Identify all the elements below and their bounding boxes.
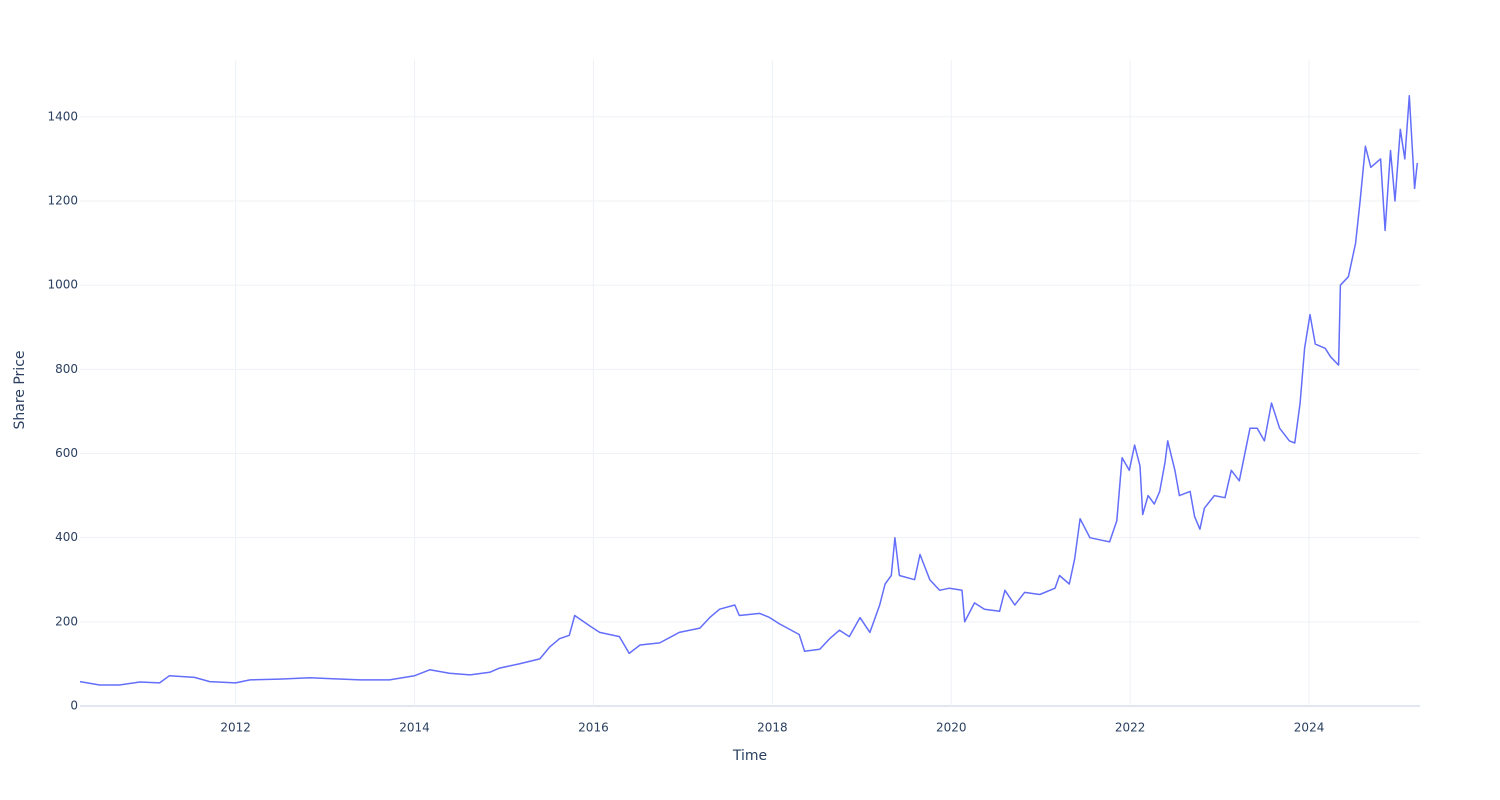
x-axis-title: Time xyxy=(732,748,767,764)
y-tick-label: 1200 xyxy=(47,193,78,207)
y-axis-title: Share Price xyxy=(12,350,28,429)
y-tick-label: 800 xyxy=(55,362,78,376)
price-line xyxy=(79,95,1419,686)
x-tick-label: 2018 xyxy=(757,721,788,735)
x-tick-label: 2020 xyxy=(936,721,967,735)
y-tick-label: 1000 xyxy=(47,278,78,292)
y-tick-label: 0 xyxy=(70,699,78,713)
x-tick-label: 2014 xyxy=(399,721,430,735)
y-tick-label: 600 xyxy=(55,446,78,460)
x-tick-label: 2012 xyxy=(220,721,251,735)
x-tick-label: 2022 xyxy=(1115,721,1146,735)
y-tick-label: 1400 xyxy=(47,109,78,123)
y-tick-label: 200 xyxy=(55,614,78,628)
y-tick-label: 400 xyxy=(55,530,78,544)
x-tick-label: 2024 xyxy=(1294,721,1325,735)
x-tick-label: 2016 xyxy=(578,721,609,735)
